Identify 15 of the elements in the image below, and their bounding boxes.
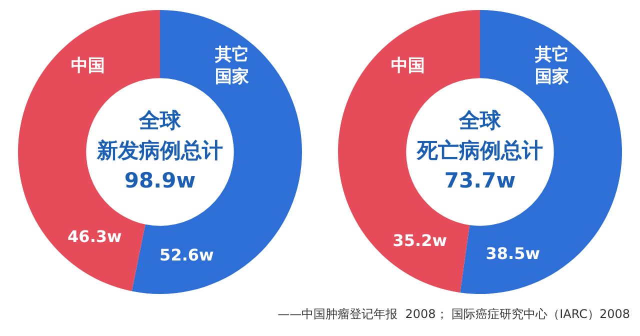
text: 死亡病例总计 xyxy=(416,138,543,162)
text: 73.7w xyxy=(444,168,516,192)
slice-label: 其它国家 xyxy=(214,44,250,87)
slice-label: 中国 xyxy=(390,56,425,76)
data-label: 38.5w xyxy=(486,244,540,263)
text: ——中国肿瘤登记年报 2008； 国际癌症研究中心（IARC）2008 xyxy=(276,306,631,323)
data-label: 46.3w xyxy=(68,227,122,246)
text: 98.9w xyxy=(124,168,196,192)
text: 新发病例总计 xyxy=(96,138,223,162)
text: 全球 xyxy=(138,108,182,132)
data-label: 52.6w xyxy=(160,246,214,265)
text: 全球 xyxy=(458,108,502,132)
slice-label: 其它国家 xyxy=(534,44,570,87)
slice-label: 中国 xyxy=(70,56,105,76)
data-label: 35.2w xyxy=(392,230,448,250)
